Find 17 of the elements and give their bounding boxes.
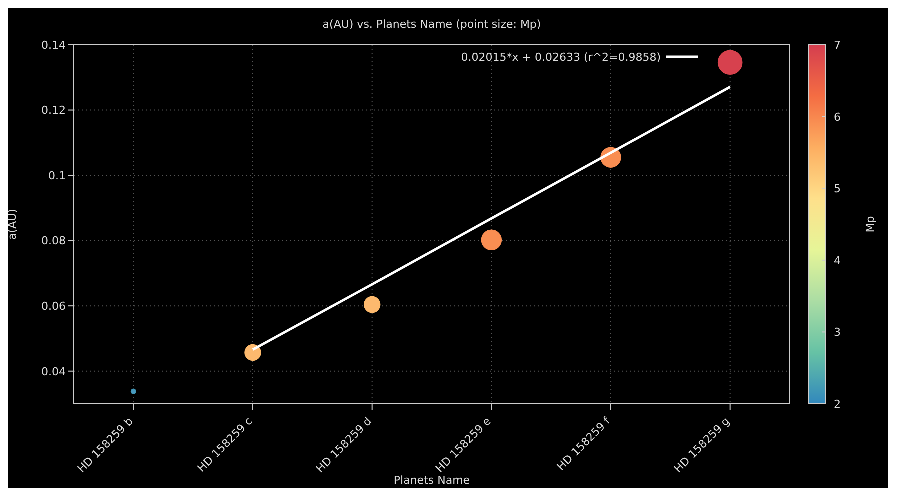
y-tick-label: 0.14: [42, 38, 66, 52]
color-bar-label: 7: [834, 39, 841, 52]
color-bar-label: 6: [834, 110, 841, 124]
y-axis-title: a(AU): [6, 209, 19, 240]
y-tick-label: 0.12: [42, 104, 66, 118]
color-bar-title: Mp: [864, 216, 877, 233]
color-bar-label: 4: [834, 254, 841, 268]
y-tick-label: 0.04: [42, 365, 66, 378]
color-bar-label: 5: [834, 182, 841, 196]
color-bar-label: 2: [834, 398, 841, 411]
y-tick-label: 0.1: [48, 169, 66, 182]
y-tick-label: 0.08: [42, 234, 66, 248]
x-axis-title: Planets Name: [394, 474, 470, 487]
y-tick-label: 0.06: [42, 300, 66, 313]
chart-title: a(AU) vs. Planets Name (point size: Mp): [322, 18, 542, 31]
legend-label: 0.02015*x + 0.02633 (r^2=0.9858): [461, 51, 661, 64]
color-bar-label: 3: [834, 326, 841, 340]
